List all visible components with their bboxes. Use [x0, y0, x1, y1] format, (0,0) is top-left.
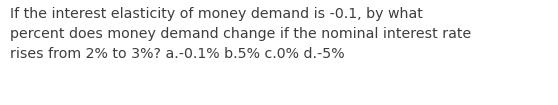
Text: If the interest elasticity of money demand is -0.1, by what
percent does money d: If the interest elasticity of money dema… — [10, 7, 472, 61]
